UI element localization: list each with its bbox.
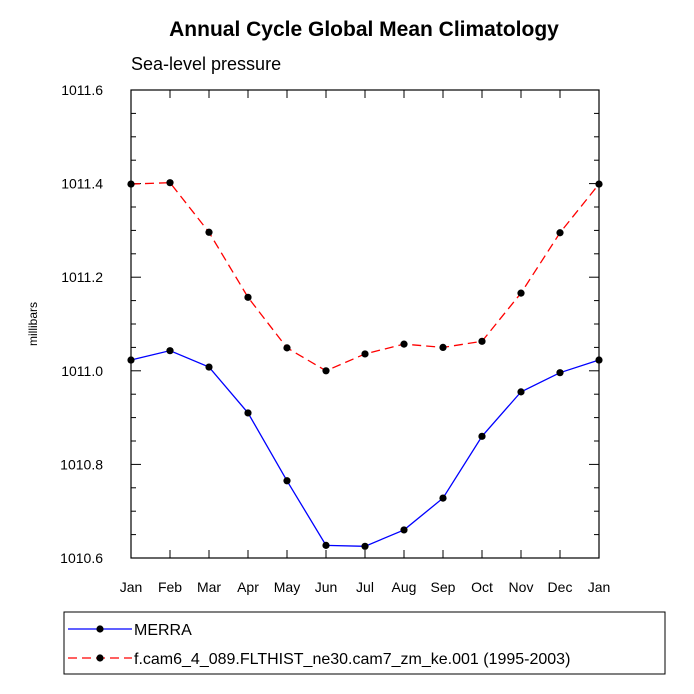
series-0-point <box>244 409 252 417</box>
y-tick-label: 1011.0 <box>61 363 103 379</box>
series-0-point <box>439 494 447 502</box>
x-tick-label: Mar <box>197 579 221 595</box>
axis-ticks <box>130 89 600 559</box>
series-0-point <box>556 369 564 377</box>
x-tick-label: Jan <box>120 579 143 595</box>
series-1-point <box>283 344 291 352</box>
x-tick-label: Sep <box>431 579 456 595</box>
y-tick-label: 1010.8 <box>60 456 103 472</box>
series-1-point <box>322 367 330 375</box>
x-tick-label: May <box>274 579 300 595</box>
series-0-point <box>478 432 486 440</box>
y-tick-label: 1011.4 <box>61 176 103 192</box>
legend: MERRA f.cam6_4_089.FLTHIST_ne30.cam7_zm_k… <box>68 622 570 668</box>
series-0-point <box>127 356 135 364</box>
series-1-point <box>166 179 174 187</box>
series-1-point <box>205 228 213 236</box>
x-tick-label: Jun <box>315 579 338 595</box>
x-tick-label: Jul <box>356 579 374 595</box>
series-1-point <box>400 340 408 348</box>
series-0-point <box>361 542 369 550</box>
series-1-point <box>556 229 564 237</box>
y-tick-label: 1010.6 <box>60 550 103 566</box>
legend-marker-1 <box>96 654 104 662</box>
y-axis-label: millibars <box>26 302 40 346</box>
x-tick-label: Jan <box>588 579 611 595</box>
legend-marker-0 <box>96 625 104 633</box>
legend-label-1: f.cam6_4_089.FLTHIST_ne30.cam7_zm_ke.001… <box>134 651 570 668</box>
x-tick-label: Nov <box>509 579 534 595</box>
series-0-point <box>517 388 525 396</box>
y-tick-label: 1011.6 <box>61 82 103 98</box>
x-tick-label: Dec <box>548 579 573 595</box>
chart-title: Annual Cycle Global Mean Climatology <box>169 18 559 41</box>
series-0-point <box>283 477 291 485</box>
x-tick-label: Oct <box>471 579 493 595</box>
legend-label-0: MERRA <box>134 622 192 639</box>
legend-box <box>63 611 666 675</box>
series-0-point <box>322 541 330 549</box>
series-1-point <box>517 289 525 297</box>
y-tick-label: 1011.2 <box>61 269 103 285</box>
series-points <box>127 179 603 550</box>
series-line-0 <box>130 349 600 547</box>
series-0-point <box>400 526 408 534</box>
series-1-point <box>127 180 135 188</box>
series-lines <box>130 181 600 547</box>
series-1-point <box>478 337 486 345</box>
series-1-point <box>439 343 447 351</box>
series-0-point <box>595 356 603 364</box>
series-line-1 <box>130 181 600 372</box>
x-tick-label: Aug <box>392 579 417 595</box>
series-0-point <box>205 363 213 371</box>
x-tick-label: Apr <box>237 579 259 595</box>
series-1-point <box>244 293 252 301</box>
series-0-point <box>166 347 174 355</box>
axis-tick-labels: Jan Feb Mar Apr May Jun Jul Aug Sep Oct Nov Dec Jan 1… <box>60 82 610 595</box>
x-tick-label: Feb <box>158 579 182 595</box>
series-1-point <box>595 180 603 188</box>
series-1-point <box>361 350 369 358</box>
plot-frame <box>130 89 600 559</box>
chart-subtitle: Sea-level pressure <box>131 54 281 74</box>
